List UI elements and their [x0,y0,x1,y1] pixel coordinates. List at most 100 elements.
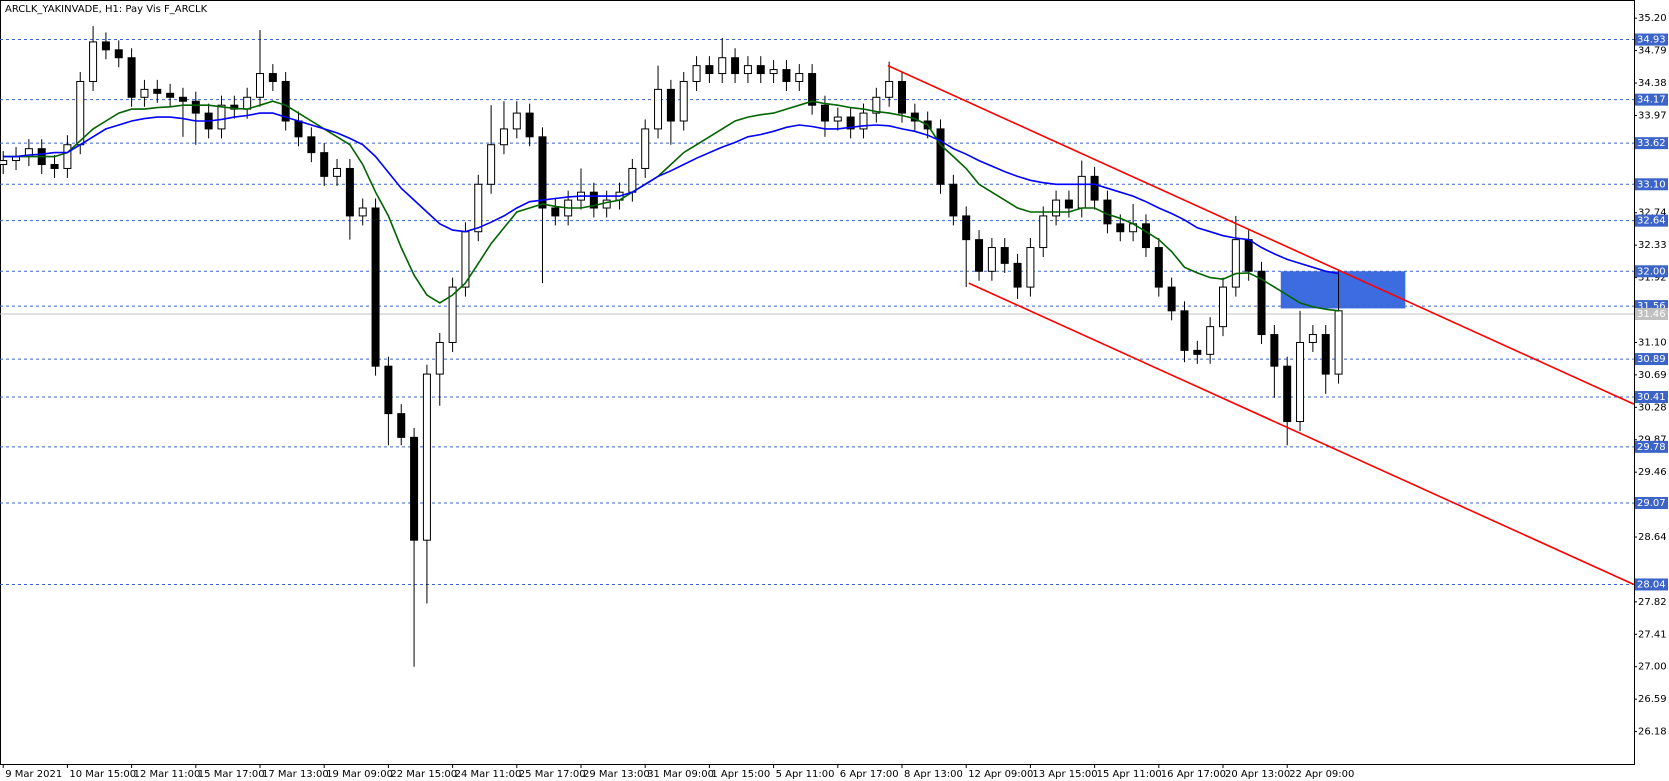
candle-body [795,73,804,82]
candle-body [333,167,342,177]
candle-body [1321,334,1330,375]
candle-body [589,191,598,209]
candle-body [525,112,534,138]
candle-body [872,96,881,114]
candle-body [63,144,72,169]
level-label-box [1635,353,1668,366]
candle-body [358,207,367,217]
candle-body [1244,239,1253,272]
candle-body [551,207,560,217]
level-label-box [1635,265,1668,278]
candle-body [808,73,817,106]
candle-body [499,128,508,146]
x-tick-label: 5 Apr 11:00 [776,769,835,780]
zone [1280,271,1406,309]
candle-body [474,183,483,233]
candle-body [1180,310,1189,351]
candle-body [1219,286,1227,328]
level-label: 28.04 [1637,579,1666,590]
y-tick-label: 30.69 [1638,370,1667,381]
candle-body [859,112,868,130]
candle-body [281,80,290,122]
candle-body [1283,365,1292,423]
candle-body [1077,175,1086,209]
chart-title: ARCLK_YAKINVADE, H1: Pay Vis F_ARCLK [5,4,208,15]
candle-body [975,239,984,272]
candle-body [692,65,701,82]
x-tick-label: 19 Mar 09:00 [326,769,393,780]
candle-body [1308,334,1317,343]
candle-body [1103,199,1112,225]
x-tick-label: 8 Apr 13:00 [904,769,963,780]
candle-body [628,167,637,193]
level-label-box [1635,440,1668,453]
level-label-box [1635,578,1668,591]
current-price-label: 31.46 [1637,309,1666,320]
y-tick-label: 34.38 [1638,78,1667,89]
candle-body [166,92,175,98]
current-price-box [1635,307,1668,320]
candle-body [1039,215,1048,249]
y-tick-label: 26.18 [1638,727,1667,738]
y-tick-label: 28.64 [1638,532,1667,543]
y-tick-label: 26.59 [1638,694,1667,705]
trendline [887,64,1635,405]
level-label-box [1635,391,1668,404]
candle-body [1026,247,1035,288]
candle-body [718,57,727,75]
candle-body [1270,334,1279,367]
candle-body [1090,175,1099,201]
candle-body [435,341,444,375]
candle-body [731,57,740,75]
candle-body [846,116,855,130]
x-tick-label: 15 Apr 11:00 [1097,769,1162,780]
y-tick-label: 27.41 [1638,629,1667,640]
y-tick-label: 27.00 [1638,662,1667,673]
candle-body [769,69,778,75]
level-label-box [1635,93,1668,106]
candle-body [1296,341,1305,423]
candle-body [833,116,842,122]
candle-body [949,183,958,217]
candle-body [487,144,496,185]
candle-body [127,57,136,98]
candle-body [654,88,663,130]
candle-body [307,136,316,154]
candle-body [962,215,971,241]
level-label: 30.89 [1637,354,1666,365]
x-tick-label: 12 Mar 11:00 [134,769,201,780]
candle-body [641,128,650,169]
candle-body [679,80,688,122]
x-tick-label: 24 Mar 11:00 [455,769,522,780]
y-tick-label: 31.92 [1638,273,1667,284]
moving-average [3,100,1339,312]
candle-body [101,41,110,51]
candle-body [50,164,59,169]
level-label: 29.07 [1637,498,1666,509]
y-tick-label: 35.20 [1638,13,1667,24]
level-label: 31.56 [1637,301,1666,312]
x-tick-label: 15 Mar 17:00 [198,769,265,780]
candle-body [217,104,226,130]
x-tick-label: 1 Apr 15:00 [711,769,770,780]
candle-body [1013,262,1022,288]
level-label: 32.00 [1637,266,1666,277]
candle-body [1231,239,1240,288]
candle-body [153,88,162,94]
trendline [968,282,1635,586]
candle-body [1000,247,1009,264]
x-tick-label: 6 Apr 17:00 [840,769,899,780]
x-tick-label: 31 Mar 09:00 [647,769,714,780]
candle-body [320,152,329,177]
candle-body [1052,199,1061,217]
candle-body [1154,247,1163,288]
candle-body [410,436,419,541]
x-tick-label: 13 Apr 15:00 [1032,769,1097,780]
candle-body [1193,349,1202,355]
level-label: 33.62 [1637,138,1666,149]
candle-body [191,100,200,114]
level-label-box [1635,497,1668,510]
candle-body [1141,223,1150,249]
moving-average [3,112,1339,275]
candle-body [114,49,123,59]
